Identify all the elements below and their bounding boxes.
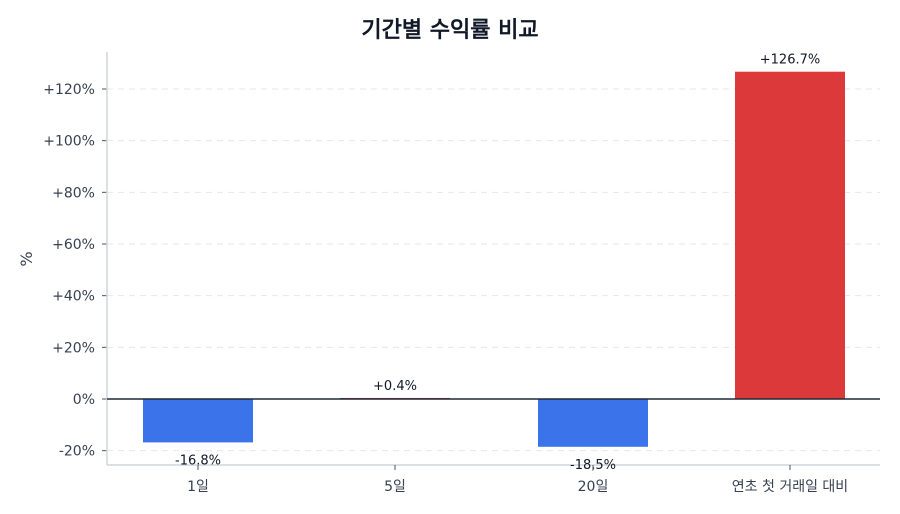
y-tick-label: +40% bbox=[52, 289, 95, 305]
y-tick-label: +20% bbox=[52, 340, 95, 356]
y-tick-label: +80% bbox=[52, 185, 95, 201]
bar-4 bbox=[735, 71, 845, 400]
x-tick-label: 연초 첫 거래일 대비 bbox=[732, 479, 848, 495]
y-tick-label: -20% bbox=[59, 444, 95, 460]
chart-title: 기간별 수익률 비교 bbox=[361, 18, 539, 43]
value-label: -16.8% bbox=[175, 453, 221, 468]
y-tick-label: +60% bbox=[52, 237, 95, 253]
x-tick-label: 20일 bbox=[578, 479, 609, 495]
x-tick-label: 1일 bbox=[187, 479, 209, 495]
value-label: +126.7% bbox=[760, 53, 820, 68]
y-tick-label: +100% bbox=[43, 134, 95, 150]
y-tick-label: +120% bbox=[43, 82, 95, 98]
value-label: +0.4% bbox=[373, 379, 417, 394]
bar-1 bbox=[143, 399, 253, 443]
x-tick-label: 5일 bbox=[384, 479, 406, 495]
y-axis-label: % bbox=[17, 251, 36, 266]
bar-3 bbox=[538, 399, 648, 447]
y-tick-label: 0% bbox=[73, 392, 95, 408]
